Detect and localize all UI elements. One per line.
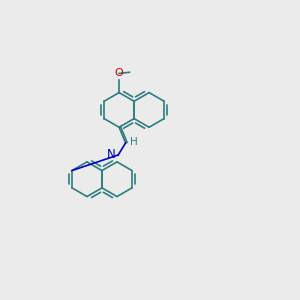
Text: H: H — [130, 137, 137, 148]
Text: O: O — [115, 68, 124, 78]
Text: N: N — [107, 148, 116, 161]
